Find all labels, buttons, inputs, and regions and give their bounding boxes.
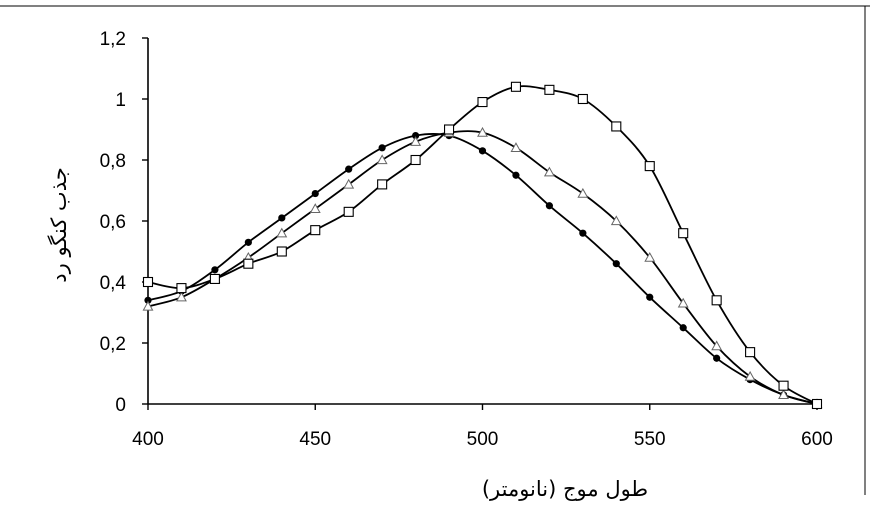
series-1-point-19 [778,389,789,400]
series-0-point-14 [612,260,620,268]
series-1-point-14 [610,215,622,226]
y-tick-label-2: 0,4 [100,273,127,294]
x-tick-label-3: 550 [634,429,666,450]
x-tick-label-4: 600 [801,429,833,450]
series-1-point-1 [176,291,187,302]
series-1-point-11 [510,142,522,152]
x-tick-label-2: 500 [467,429,499,450]
y-tick-label-4: 0,8 [100,151,126,172]
y-tick-label-6: 1,2 [100,29,126,50]
series-2-point-13 [577,93,588,105]
series-1-point-12 [543,166,555,177]
series-1-point-0 [142,300,154,311]
series-0-line [147,133,818,405]
series-1-point-8 [410,136,422,146]
series-2-point-17 [711,295,722,306]
series-0-point-10 [478,147,487,155]
series-0-point-11 [512,171,520,179]
series-2-point-18 [745,347,756,358]
series-2-point-15 [644,161,655,172]
series-2-point-2 [209,273,220,285]
series-2-point-10 [477,97,488,108]
series-2-point-6 [343,206,354,217]
series-2-point-11 [510,81,522,92]
series-1-point-10 [477,126,488,137]
series-2-point-20 [811,398,823,410]
y-tick-label-1: 0,2 [100,334,126,355]
series-2-point-1 [176,283,187,294]
x-tick-label-1: 450 [299,429,331,450]
series-2-point-0 [142,276,154,288]
series-2-point-16 [678,228,689,239]
series-0-point-4 [278,214,286,222]
series-0-point-5 [311,189,319,198]
series-2-point-12 [544,84,555,95]
series-1-point-6 [343,178,355,189]
series-markers [142,81,823,410]
x-axis-title: طول موج (نانومتر) [482,477,648,502]
series-0-point-8 [412,132,420,140]
series-1-point-15 [644,251,656,262]
series-1-point-16 [677,297,689,308]
series-1-point-13 [577,187,589,198]
series-1-point-7 [376,154,388,165]
series-2-point-14 [611,121,622,132]
series-1-point-18 [744,370,756,381]
series-1-point-5 [309,203,321,213]
axes [142,37,818,410]
series-0-point-0 [144,296,152,304]
x-tick-label-0: 400 [132,429,164,450]
series-2-point-4 [276,246,287,257]
y-tick-label-3: 0,6 [100,212,126,233]
series-2-point-8 [410,154,421,166]
series-2-point-5 [310,225,321,236]
series-2-point-3 [243,258,254,269]
series-0-point-15 [646,293,654,301]
series-2-point-9 [443,124,455,135]
series-0-point-6 [345,165,353,173]
series-2-point-19 [778,380,789,391]
series-0-point-7 [378,144,386,152]
tick-labels: 0 0,2 0,4 0,6 0,8 1 1,2 400 450 500 550 600 [100,29,833,450]
y-tick-label-5: 1 [115,90,126,111]
series-1-point-4 [276,227,288,238]
y-tick-label-0: 0 [115,395,126,416]
y-axis-title: جذب کنگو رد [47,167,71,282]
series-0-point-3 [244,238,252,246]
series-2-point-7 [377,179,388,190]
series-1-point-17 [711,340,723,351]
series-0-point-16 [679,324,687,332]
series-0-point-13 [579,229,587,237]
series-0-point-2 [211,266,219,274]
series-0-point-17 [713,354,721,362]
series-0-point-12 [545,202,554,210]
